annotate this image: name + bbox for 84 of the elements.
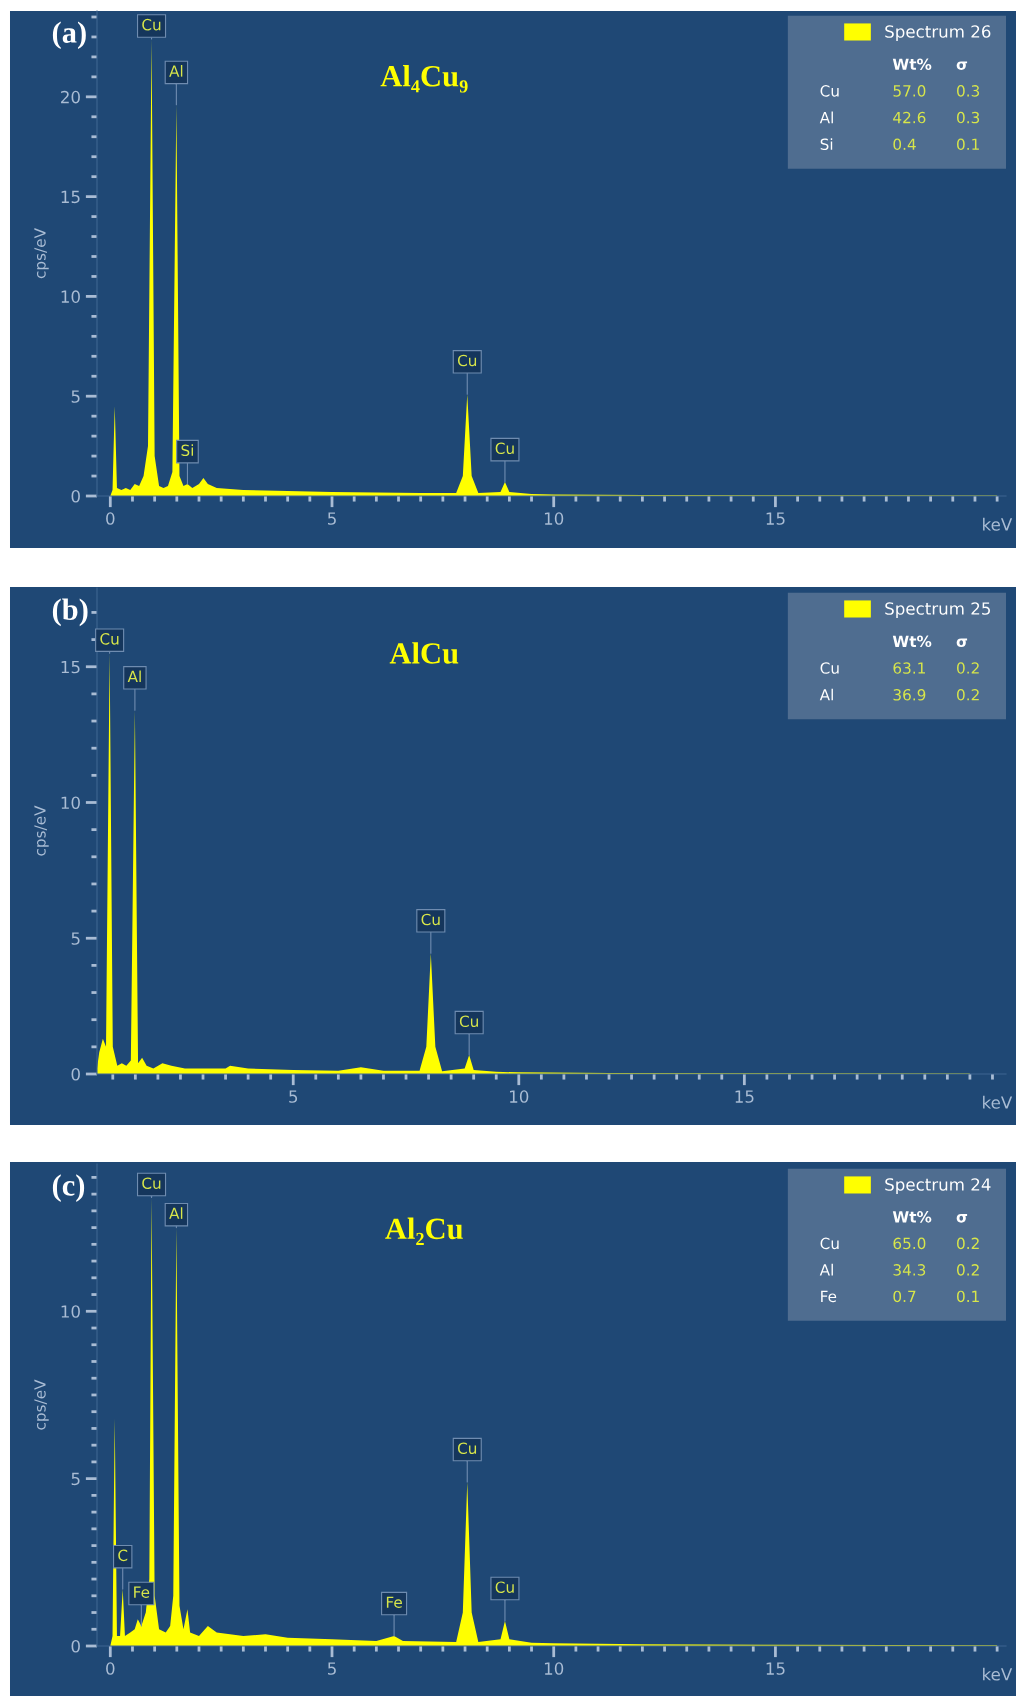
annotation: 0.3 bbox=[957, 111, 980, 124]
annotation: Fe bbox=[386, 1596, 402, 1608]
annotation: 34.3 bbox=[893, 1264, 926, 1276]
y-tick-label: 10 bbox=[61, 796, 80, 810]
annotation: 0.2 bbox=[957, 1264, 979, 1276]
annotation: AlCu bbox=[389, 642, 459, 664]
y-tick-label: 0 bbox=[71, 489, 80, 503]
annotation: Al bbox=[169, 65, 183, 77]
annotation: Cu bbox=[421, 913, 440, 926]
annotation: Fe bbox=[134, 1586, 150, 1598]
annotation: Al bbox=[819, 1263, 833, 1276]
annotation: Wt% bbox=[892, 58, 932, 70]
annotation: Wt% bbox=[892, 1211, 932, 1223]
y-tick-label: 5 bbox=[71, 390, 80, 403]
y-tick-label: 5 bbox=[71, 932, 80, 945]
annotation: Si bbox=[181, 444, 193, 457]
x-axis-title: keV bbox=[983, 517, 1013, 531]
annotation: σ bbox=[956, 61, 968, 70]
y-tick-label: 0 bbox=[71, 1067, 80, 1081]
y-axis-title: cps/eV bbox=[34, 228, 49, 279]
x-tick-label: 15 bbox=[766, 512, 785, 525]
annotation: Al bbox=[819, 688, 833, 701]
annotation: Al bbox=[127, 670, 141, 682]
annotation: Cu bbox=[820, 85, 839, 97]
text: (a) bbox=[52, 21, 86, 50]
y-tick-label: 5 bbox=[71, 1472, 80, 1486]
annotation: Cu bbox=[820, 1237, 839, 1250]
x-tick-label: 10 bbox=[544, 1662, 564, 1675]
x-tick-label: 0 bbox=[106, 1662, 115, 1675]
annotation: 0.3 bbox=[957, 85, 980, 97]
y-tick-label: 10 bbox=[61, 1305, 80, 1318]
x-axis-title: keV bbox=[983, 1095, 1013, 1109]
annotation: σ bbox=[956, 1214, 968, 1223]
annotation: Cu bbox=[820, 662, 839, 674]
annotation: 0.2 bbox=[957, 662, 979, 674]
x-tick-label: 10 bbox=[544, 512, 564, 525]
y-tick-label: 20 bbox=[61, 90, 80, 104]
y-tick-label: 15 bbox=[61, 190, 80, 204]
x-axis-title: keV bbox=[983, 1667, 1013, 1681]
annotation: Fe bbox=[821, 1290, 837, 1303]
legend-label: Spectrum 24 bbox=[885, 1178, 991, 1195]
annotation: Cu bbox=[495, 442, 514, 455]
annotation: 0.4 bbox=[893, 138, 916, 151]
annotation: Si bbox=[820, 138, 833, 151]
x-tick-label: 15 bbox=[766, 1662, 785, 1675]
annotation: Cu bbox=[495, 1581, 514, 1593]
annotation: Al₄Cu₉ bbox=[380, 65, 468, 93]
annotation: Al bbox=[169, 1207, 183, 1219]
x-tick-label: 5 bbox=[327, 1662, 336, 1675]
x-tick-label: 10 bbox=[510, 1090, 529, 1103]
annotation: Cu bbox=[457, 1442, 477, 1455]
annotation: Cu bbox=[459, 1015, 478, 1028]
annotation: 57.0 bbox=[893, 85, 926, 97]
annotation: σ bbox=[956, 638, 968, 648]
annotation: 0.2 bbox=[957, 1237, 979, 1250]
legend-label: Spectrum 25 bbox=[885, 602, 990, 619]
legend-label: Spectrum 26 bbox=[885, 25, 991, 42]
annotation: 42.6 bbox=[893, 111, 926, 124]
text: (b) bbox=[52, 598, 88, 627]
annotation: 65.0 bbox=[893, 1237, 926, 1250]
annotation: 0.7 bbox=[893, 1290, 916, 1303]
annotation: Al₂Cu bbox=[385, 1217, 463, 1245]
annotation: Cu bbox=[457, 354, 477, 367]
x-tick-label: 5 bbox=[327, 512, 336, 525]
annotation: 0.1 bbox=[957, 138, 979, 151]
annotation: Cu bbox=[100, 633, 119, 645]
annotation: 0.2 bbox=[957, 689, 979, 701]
annotation: Al bbox=[819, 111, 833, 124]
x-tick-label: 5 bbox=[289, 1090, 298, 1103]
annotation: Wt% bbox=[892, 635, 932, 648]
y-axis-title: cps/eV bbox=[34, 805, 49, 856]
annotation: C bbox=[118, 1549, 128, 1562]
x-tick-label: 15 bbox=[735, 1090, 754, 1103]
annotation: 63.1 bbox=[893, 662, 925, 674]
y-tick-label: 0 bbox=[71, 1639, 80, 1653]
annotation: Cu bbox=[142, 18, 161, 31]
y-tick-label: 15 bbox=[61, 660, 80, 674]
annotation: 36.9 bbox=[893, 689, 926, 701]
text: (c) bbox=[52, 1174, 85, 1202]
y-axis-title: cps/eV bbox=[34, 1379, 49, 1430]
y-tick-label: 10 bbox=[61, 290, 80, 303]
annotation: Cu bbox=[142, 1177, 161, 1189]
x-tick-label: 0 bbox=[106, 512, 115, 525]
annotation: 0.1 bbox=[957, 1290, 979, 1303]
